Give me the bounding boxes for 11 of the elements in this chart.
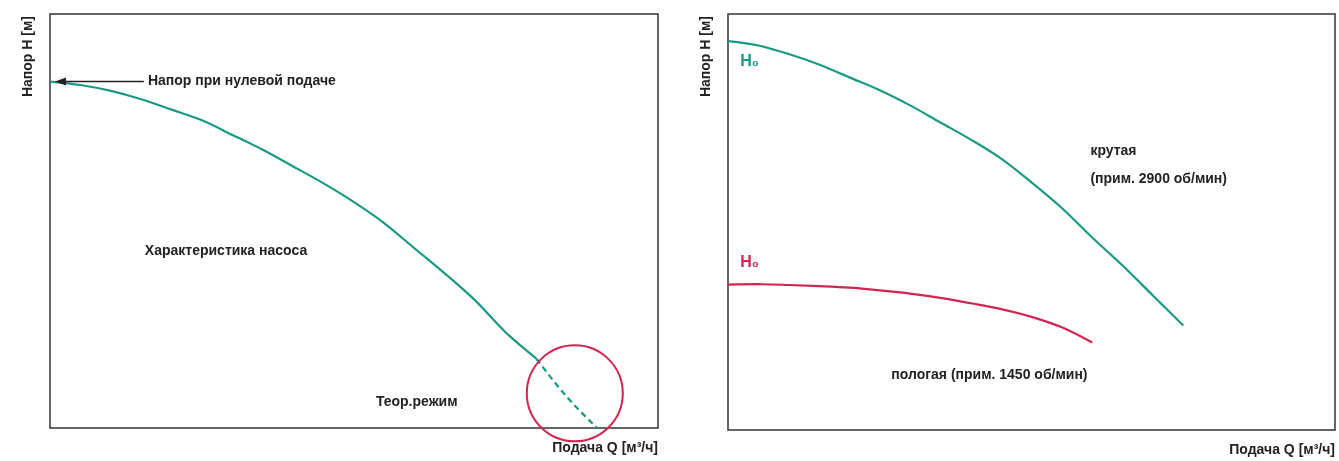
annotation: Теор.режим — [375, 392, 458, 409]
annotation: H₀ — [740, 252, 759, 270]
x-axis-title: Подача Q [м³/ч] — [552, 438, 658, 455]
annotation: Напор при нулевой подаче — [147, 72, 337, 89]
annotation: H₀ — [740, 52, 759, 70]
y-axis-title: Напор H [м] — [696, 16, 713, 98]
series-label: пологая (прим. 1450 об/мин) — [891, 365, 1088, 382]
x-axis-title: Подача Q [м³/ч] — [1229, 440, 1335, 457]
y-axis-title: Напор H [м] — [18, 16, 35, 98]
text: крутая (прим. 2900 об/мин) — [1090, 141, 1227, 186]
text: Характеристика насоса — [144, 241, 308, 258]
